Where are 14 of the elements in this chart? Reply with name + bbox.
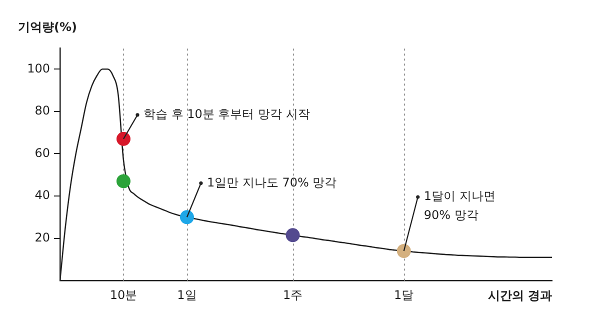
x-tick-label: 1일 (177, 288, 197, 302)
annotation: 1달이 지나면 90% 망각 (424, 189, 496, 222)
x-axis-title: 시간의 경과 (488, 288, 552, 303)
x-tick-label: 1주 (282, 288, 303, 302)
y-axis-title: 기억량(%) (18, 20, 77, 34)
annotation: 학습 후 10분 후부터 망각 시작 (143, 107, 310, 122)
y-tick-label: 60 (34, 146, 50, 160)
y-tick-label: 40 (34, 188, 50, 202)
x-tick-label: 1달 (394, 288, 414, 302)
annotation: 1일만 지나도 70% 망각 (206, 175, 337, 190)
y-tick-label: 20 (34, 230, 50, 244)
y-tick-label: 100 (27, 61, 50, 76)
y-tick-label: 80 (34, 104, 50, 118)
x-tick-label: 10분 (110, 288, 138, 302)
